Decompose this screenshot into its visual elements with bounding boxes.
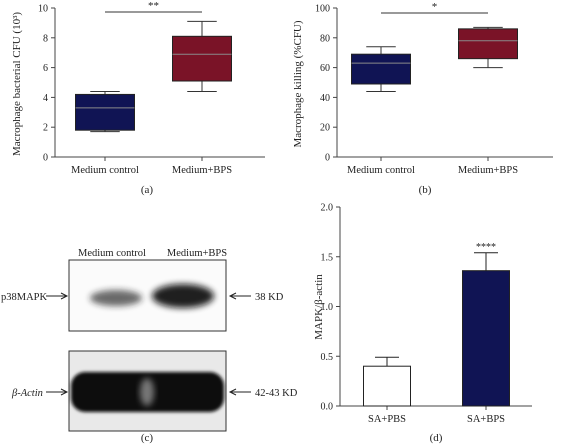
blot-row-size-actin: 42-43 KD <box>255 388 298 399</box>
panel-b-y-tick-label: 20 <box>320 123 330 134</box>
panel-d-y-tick-label: 2.0 <box>321 203 334 214</box>
panel-c-label: (c) <box>141 432 154 444</box>
panel-a-x-tick-label: Medium+BPS <box>172 165 232 176</box>
panel-d-y-axis-label: MAPK/β-actin <box>313 274 325 340</box>
panel-b-y-tick-label: 40 <box>320 93 330 104</box>
panel-a-x-tick-label: Medium control <box>71 165 139 176</box>
panel-b-y-tick-label: 100 <box>315 4 330 15</box>
panel-d-y-tick-label: 0.5 <box>321 352 334 363</box>
arrow-right-icon <box>46 388 69 396</box>
panel-b-y-tick-label: 0 <box>325 153 330 164</box>
panel-b-x-tick-label: Medium control <box>347 165 415 176</box>
panel-a-label: (a) <box>141 184 154 196</box>
panel-a-y-tick-label: 0 <box>43 153 48 164</box>
blot-band-p38-control <box>90 290 142 306</box>
panel-a-y-tick-label: 6 <box>43 63 48 74</box>
panel-d-bar-chart: 0.0 0.5 1.0 1.5 2.0 SA+PBS SA+BPS **** MAPK/β-… <box>313 203 532 444</box>
panel-b-box-chart: 0 20 40 60 80 100 Medium control Medium+BPS * M… <box>292 1 553 196</box>
bar-sa-bps <box>462 270 510 407</box>
box-control <box>75 93 135 131</box>
blot-column-label-control: Medium control <box>78 248 146 259</box>
panel-a-y-tick-label: 2 <box>43 123 48 134</box>
arrow-left-icon <box>228 292 251 300</box>
panel-a-y-axis-label: Macrophage bacterial CFU (10³) <box>11 12 23 156</box>
panel-d-y-tick-label: 1.5 <box>321 252 334 263</box>
panel-b-y-tick-label: 60 <box>320 63 330 74</box>
panel-a-y-tick-label: 4 <box>43 93 48 104</box>
panel-d-y-tick-label: 0.0 <box>321 402 334 413</box>
panel-a-box-chart: 0 2 4 6 8 10 Medium control Medium+BPS ** Macro… <box>11 0 265 196</box>
significance-mark: * <box>432 1 438 13</box>
panel-d-x-tick-label: SA+PBS <box>368 414 406 425</box>
panel-d-label: (d) <box>430 432 443 444</box>
blot-lane-gap <box>140 378 154 406</box>
arrow-left-icon <box>228 388 251 396</box>
panel-b-y-axis-label: Macrophage killing (%CFU) <box>292 20 304 147</box>
blot-row-label-actin: β-Actin <box>11 388 43 399</box>
panel-c-western-blot: Medium control Medium+BPS p38MAPK 38 KD … <box>1 248 298 444</box>
box-control <box>351 53 411 85</box>
blot-row-label-p38mapk: p38MAPK <box>1 292 48 303</box>
box-bps <box>458 28 518 60</box>
bar-sa-pbs <box>363 365 411 407</box>
panel-b-label: (b) <box>419 184 432 196</box>
significance-mark: **** <box>476 242 496 253</box>
box-bps <box>172 35 232 82</box>
panel-d-x-tick-label: SA+BPS <box>467 414 505 425</box>
blot-row-size-p38mapk: 38 KD <box>255 292 284 303</box>
arrow-right-icon <box>46 292 69 300</box>
blot-band-p38-bps <box>152 284 214 308</box>
panel-a-y-tick-label: 10 <box>38 4 48 15</box>
panel-a-y-tick-label: 8 <box>43 33 48 44</box>
panel-b-x-tick-label: Medium+BPS <box>458 165 518 176</box>
blot-column-label-bps: Medium+BPS <box>167 248 227 259</box>
significance-mark: ** <box>148 0 159 12</box>
panel-d-y-tick-label: 1.0 <box>321 302 334 313</box>
panel-b-y-tick-label: 80 <box>320 33 330 44</box>
